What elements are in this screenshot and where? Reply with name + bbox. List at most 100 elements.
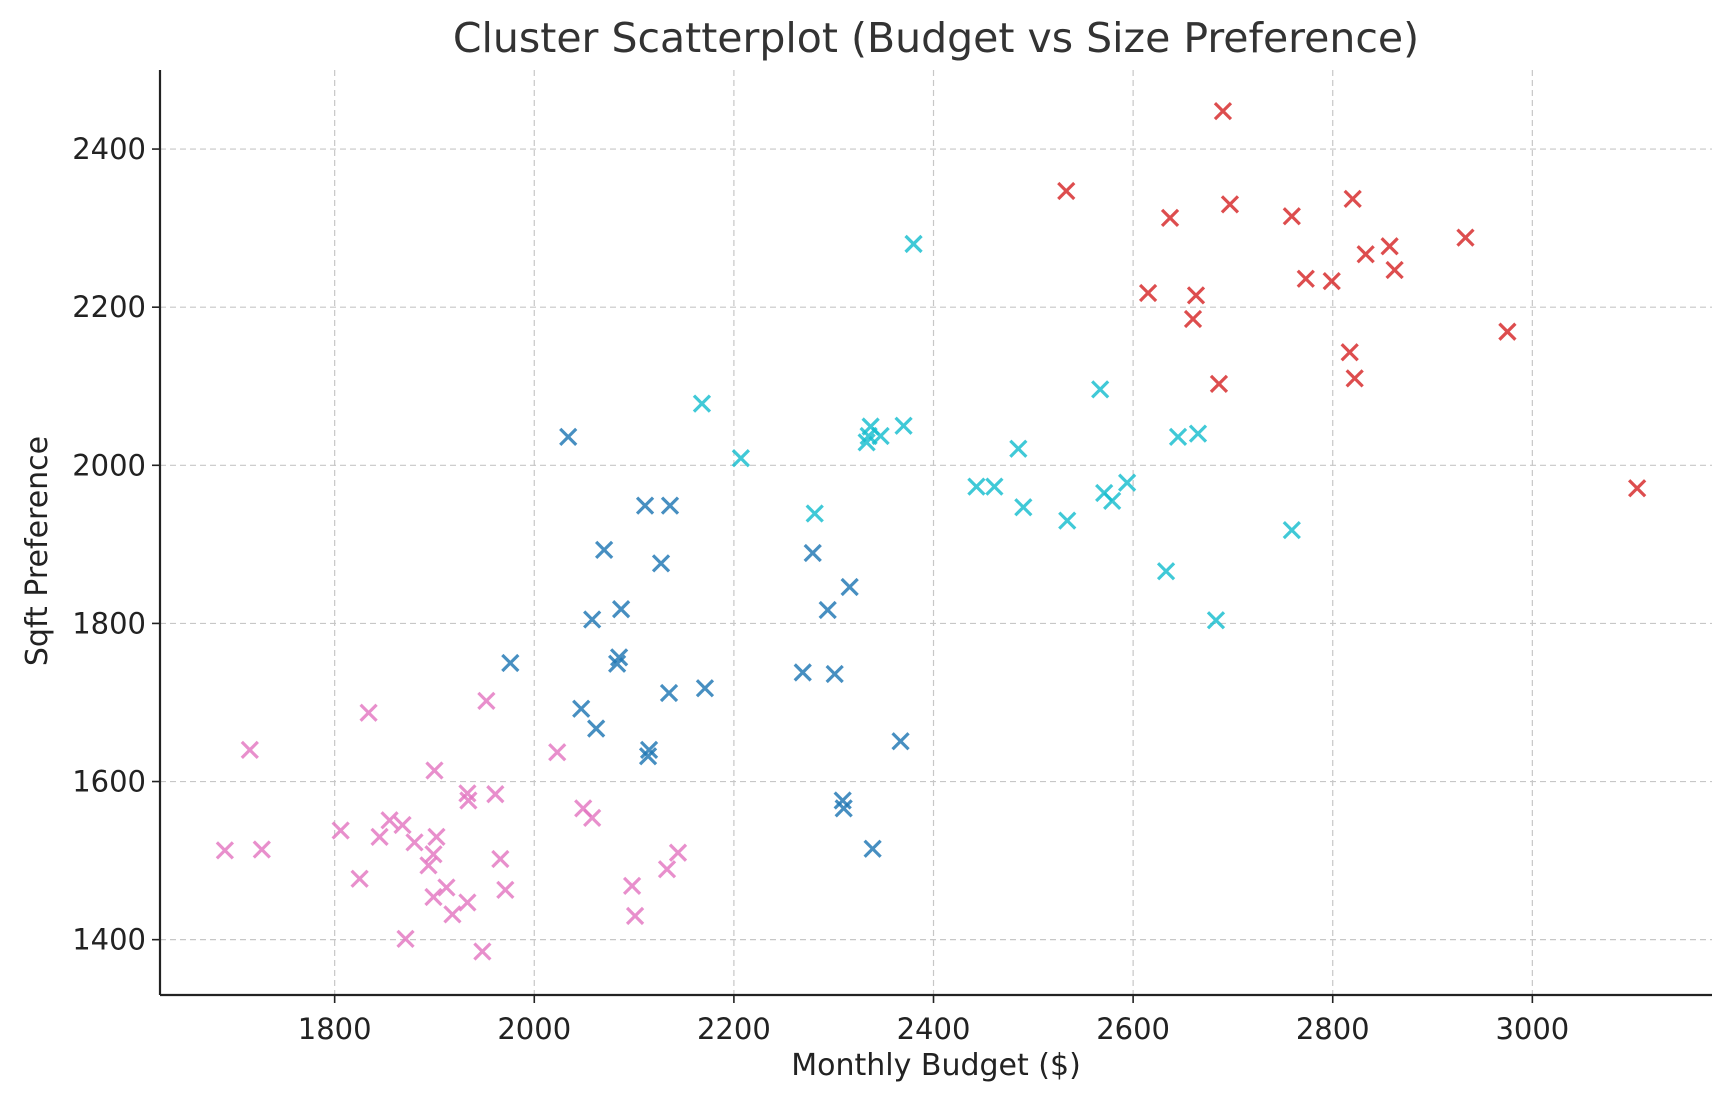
scatter-point-cluster-1 [1343,189,1362,208]
gridlines [160,70,1712,995]
y-axis-label: Sqft Preference [20,436,55,666]
scatter-point-cluster-3 [834,799,853,818]
scatter-point-cluster-2 [1014,498,1033,517]
scatter-point-cluster-4 [625,906,645,926]
scatter-point-cluster-1 [1356,245,1375,264]
x-tick-label: 2400 [897,1012,971,1046]
scatter-point-cluster-2 [1103,491,1122,511]
scatter-point-cluster-4 [405,833,424,852]
x-tick-label: 2200 [697,1012,771,1046]
scatter-point-cluster-3 [825,664,844,684]
y-tick-label: 2200 [72,290,146,324]
scatter-point-cluster-2 [1168,427,1188,446]
scatter-point-cluster-3 [659,683,679,703]
scatter-point-cluster-1 [1282,207,1301,226]
scatter-point-cluster-2 [805,504,824,523]
scatter-point-cluster-4 [215,841,235,860]
scatter-point-cluster-4 [622,876,642,896]
scatter-point-cluster-1 [1213,101,1233,121]
scatter-point-cluster-3 [660,496,680,515]
scatter-point-cluster-2 [871,426,890,446]
scatter-point-cluster-4 [443,905,462,924]
scatter-point-cluster-1 [1160,208,1180,227]
scatter-point-cluster-4 [491,849,510,869]
scatter-point-cluster-3 [501,653,520,673]
scatter-point-cluster-2 [967,477,986,496]
scatter-point-cluster-3 [793,663,812,682]
y-tick-label: 1800 [72,606,146,640]
scatter-point-cluster-1 [1380,237,1399,256]
scatter-point-cluster-4 [458,784,477,803]
scatter-point-cluster-3 [583,610,602,629]
scatter-point-cluster-4 [380,811,399,830]
scatter-point-cluster-3 [587,719,606,738]
scatter-point-cluster-1 [1057,181,1076,201]
scatter-point-cluster-1 [1138,283,1158,303]
scatter-point-cluster-4 [668,843,688,862]
scatter-point-cluster-4 [437,878,456,897]
scatter-point-cluster-1 [1385,260,1404,280]
scatter-point-cluster-1 [1209,374,1229,393]
scatter-point-cluster-3 [559,427,578,446]
scatter-point-cluster-4 [359,703,378,722]
scatter-point-cluster-2 [1206,611,1226,630]
scatter-point-cluster-3 [803,543,822,563]
scatter-point-cluster-4 [486,785,505,804]
scatter-point-cluster-1 [1220,195,1240,214]
scatter-point-cluster-2 [1156,562,1176,581]
scatter-point-cluster-4 [370,827,389,847]
scatter-point-cluster-2 [857,433,876,452]
x-tick-label: 1800 [298,1012,372,1046]
scatter-point-cluster-3 [818,600,837,620]
y-tick-label: 1400 [72,923,146,957]
scatter-point-cluster-3 [891,732,910,751]
chart-title: Cluster Scatterplot (Budget vs Size Pref… [453,14,1419,62]
scatter-point-cluster-4 [393,815,412,835]
scatter-point-cluster-2 [1058,511,1077,530]
scatter-point-cluster-1 [1498,322,1517,341]
y-tick-label: 1600 [72,765,146,799]
scatter-point-cluster-4 [350,869,369,888]
scatter-point-cluster-1 [1628,479,1647,498]
y-tick-label: 2000 [72,448,146,482]
scatter-point-cluster-3 [572,699,591,718]
scatter-point-cluster-4 [477,691,496,711]
scatter-point-cluster-4 [252,840,271,859]
scatter-point-cluster-3 [840,577,859,597]
scatter-point-cluster-3 [639,740,659,760]
x-tick-label: 3000 [1495,1012,1569,1046]
scatter-point-cluster-3 [595,540,614,560]
axis-ticks: 1800 2000 2200 2400 2600 2800 3000 1400 1600 1800… [72,132,1569,1046]
scatter-point-cluster-1 [1183,309,1203,329]
scatter-point-cluster-4 [396,929,415,948]
scatter-point-cluster-4 [458,893,477,912]
x-tick-label: 2000 [497,1012,571,1046]
scatter-point-cluster-3 [651,554,671,573]
scatter-point-cluster-4 [424,887,443,907]
scatter-point-cluster-3 [609,648,629,667]
scatter-point-cluster-1 [1296,269,1315,288]
scatter-point-cluster-3 [863,839,882,858]
y-tick-label: 2400 [72,132,146,166]
scatter-point-cluster-1 [1186,286,1206,305]
scatter-point-cluster-1 [1340,343,1359,362]
scatter-point-cluster-4 [419,856,438,875]
scatter-point-cluster-4 [496,880,515,899]
scatter-point-cluster-4 [425,761,444,780]
scatter-point-cluster-2 [1009,439,1028,458]
scatter-point-cluster-3 [638,747,658,766]
scatter-point-cluster-2 [904,234,923,254]
scatter-point-cluster-3 [611,600,631,619]
scatter-point-cluster-4 [657,860,677,879]
x-tick-label: 2600 [1096,1012,1170,1046]
scatter-point-cluster-4 [427,827,446,847]
scatter-point-cluster-2 [1282,520,1301,540]
data-points [215,101,1647,961]
scatter-point-cluster-4 [473,942,492,961]
scatter-point-cluster-2 [692,394,712,413]
scatter-point-cluster-2 [894,416,913,435]
scatter-point-cluster-1 [1322,271,1341,291]
scatter-point-cluster-1 [1345,369,1364,388]
scatter-point-cluster-3 [695,679,715,698]
